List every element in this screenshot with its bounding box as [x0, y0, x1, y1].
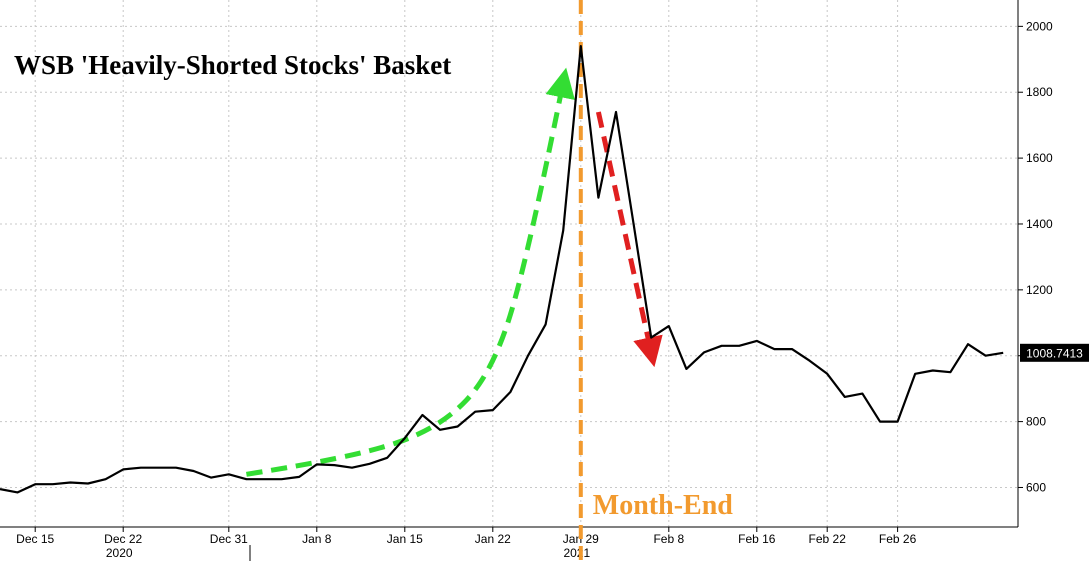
- x-tick-label: Feb 22: [809, 532, 847, 546]
- year-label: 2020: [106, 546, 133, 560]
- x-tick-label: Jan 22: [475, 532, 511, 546]
- x-tick-label: Jan 8: [302, 532, 332, 546]
- x-tick-label: Dec 15: [16, 532, 54, 546]
- y-tick-label: 1600: [1026, 151, 1053, 165]
- y-tick-label: 800: [1026, 415, 1046, 429]
- x-tick-label: Dec 31: [210, 532, 248, 546]
- y-tick-label: 1800: [1026, 85, 1053, 99]
- last-value-badge: 1008.7413: [1020, 343, 1089, 362]
- chart-title: WSB 'Heavily-Shorted Stocks' Basket: [14, 50, 451, 80]
- y-tick-label: 1200: [1026, 283, 1053, 297]
- x-tick-label: Jan 15: [387, 532, 423, 546]
- series-line: [0, 45, 1004, 494]
- y-tick-label: 1400: [1026, 217, 1053, 231]
- annotation-layer: Month-End: [246, 0, 733, 561]
- axes-layer: 600800100012001400160018002000Dec 15Dec …: [0, 0, 1053, 561]
- last-value-label: 1008.7413: [1026, 346, 1083, 360]
- x-tick-label: Dec 22: [104, 532, 142, 546]
- y-tick-label: 2000: [1026, 19, 1053, 33]
- year-label: 2021: [563, 546, 590, 560]
- downtrend-arrow: [595, 111, 663, 368]
- y-tick-label: 600: [1026, 480, 1046, 494]
- x-tick-label: Feb 26: [879, 532, 917, 546]
- month-end-label: Month-End: [593, 490, 733, 521]
- uptrend-arrow: [246, 67, 575, 477]
- series-layer: [0, 45, 1004, 494]
- x-tick-label: Feb 16: [738, 532, 776, 546]
- x-tick-label: Feb 8: [653, 532, 684, 546]
